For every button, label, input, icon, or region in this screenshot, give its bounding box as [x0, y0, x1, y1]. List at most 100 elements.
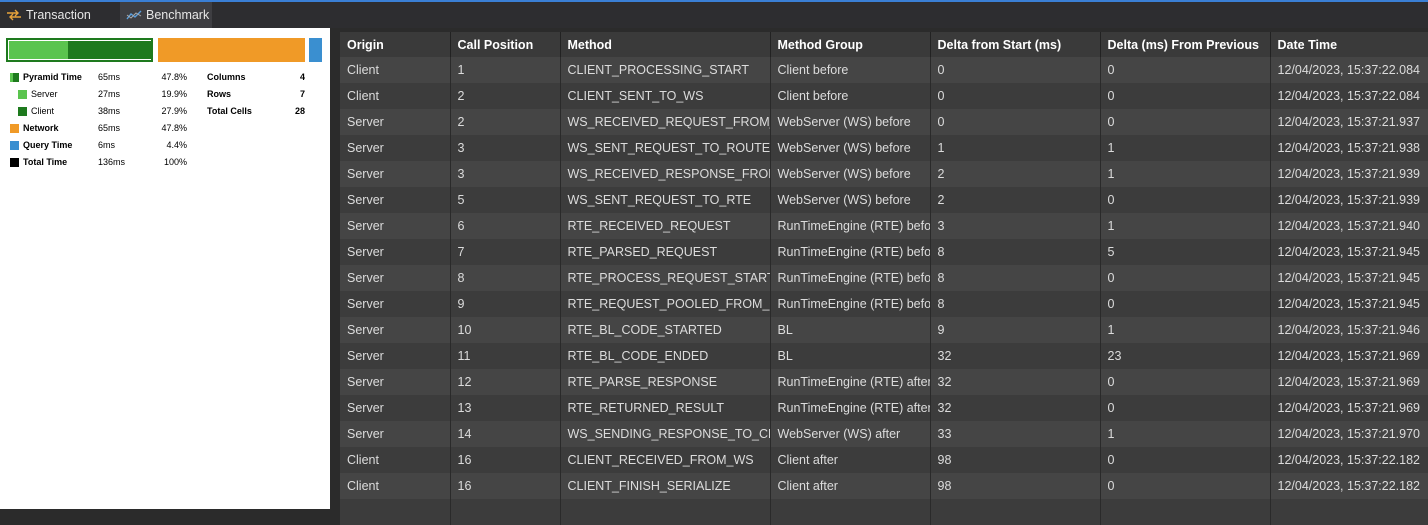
table-cell: 1: [1100, 317, 1271, 343]
table-cell: 12/04/2023, 15:37:22.084: [1270, 83, 1428, 109]
table-cell: WS_SENT_REQUEST_TO_ROUTER: [560, 135, 771, 161]
stat-time: 65ms: [98, 72, 121, 82]
table-cell-empty: [560, 499, 771, 525]
count-label: Total Cells: [207, 106, 252, 116]
table-cell: 98: [930, 447, 1101, 473]
table-cell: RunTimeEngine (RTE) after: [770, 395, 931, 421]
data-table: Origin Call Position Method Method Group Del…: [340, 32, 1428, 525]
table-cell: 2: [930, 161, 1101, 187]
table-cell: CLIENT_RECEIVED_FROM_WS: [560, 447, 771, 473]
table-cell: WebServer (WS) before: [770, 109, 931, 135]
column-header[interactable]: Method: [560, 32, 771, 57]
table-cell: 8: [930, 265, 1101, 291]
table-cell: Client before: [770, 57, 931, 83]
table-cell: Client after: [770, 473, 931, 499]
tab[interactable]: Transaction Data: [0, 2, 120, 48]
table-cell: 32: [930, 395, 1101, 421]
stat-label: Client: [31, 106, 55, 116]
stat-label: Total Time: [23, 157, 68, 167]
pyramid-bar: [6, 38, 153, 62]
table-cell: 0: [1100, 187, 1271, 213]
legend-swatch: [10, 141, 19, 150]
table-cell: 0: [1100, 395, 1271, 421]
table-cell: RTE_BL_CODE_STARTED: [560, 317, 771, 343]
table-cell: Server: [340, 343, 451, 369]
legend-swatch: [18, 107, 27, 116]
table-row: Server 5 WS_SENT_REQUEST_TO_RTE WebServer (…: [340, 187, 1428, 213]
network-bar: [158, 38, 305, 62]
table-cell: RTE_BL_CODE_ENDED: [560, 343, 771, 369]
table-cell: Client: [340, 83, 451, 109]
table-cell: 0: [930, 109, 1101, 135]
table-cell: 0: [1100, 291, 1271, 317]
stat-label: Query Time: [23, 140, 73, 150]
table-cell: 12/04/2023, 15:37:21.945: [1270, 265, 1428, 291]
table-cell: 12/04/2023, 15:37:21.940: [1270, 213, 1428, 239]
count-value: 28: [294, 106, 305, 116]
table-cell: 5: [450, 187, 561, 213]
table-row: Client 1 CLIENT_PROCESSING_START Client bef…: [340, 57, 1428, 83]
table-cell: 8: [930, 291, 1101, 317]
table-row: Server 7 RTE_PARSED_REQUEST RunTimeEngine (…: [340, 239, 1428, 265]
table-cell: CLIENT_SENT_TO_WS: [560, 83, 771, 109]
table-cell-empty: [930, 499, 1101, 525]
tab-label: Benchmark: [146, 8, 210, 22]
table-cell: Server: [340, 395, 451, 421]
legend-swatch: [10, 158, 19, 167]
tab-bar: Transaction Data Benchmark: [0, 0, 1428, 48]
table-row: Server 3 WS_SENT_REQUEST_TO_ROUTER WebServe…: [340, 135, 1428, 161]
table-cell: Client: [340, 57, 451, 83]
table-cell: 12/04/2023, 15:37:21.939: [1270, 187, 1428, 213]
table-cell: 16: [450, 447, 561, 473]
count-value: 7: [299, 89, 305, 99]
stat-time: 38ms: [98, 106, 121, 116]
table-cell: 0: [1100, 57, 1271, 83]
column-header[interactable]: Delta from Start (ms): [930, 32, 1101, 57]
stat-label: Server: [31, 89, 58, 99]
table-cell: 3: [930, 213, 1101, 239]
table-row: Server2WS_RECEIVED_REQUEST_FROM_CLIENWeb…: [340, 109, 1428, 135]
table-cell: Server: [340, 421, 451, 447]
table-cell: 8: [450, 265, 561, 291]
table-cell: 3: [450, 161, 561, 187]
table-row: Server 13 RTE_RETURNED_RESULT RunTimeEngine…: [340, 395, 1428, 421]
table-cell: 12/04/2023, 15:37:21.946: [1270, 317, 1428, 343]
count-label: Rows: [207, 89, 232, 99]
table-cell-empty: [1270, 499, 1428, 525]
table-cell: Server: [340, 109, 451, 135]
table-row-partial: [340, 499, 1428, 525]
column-header[interactable]: Call Position: [450, 32, 561, 57]
table-cell: 12/04/2023, 15:37:22.084: [1270, 57, 1428, 83]
table-cell: 32: [930, 343, 1101, 369]
client-bar: [68, 41, 152, 59]
table-cell: 12/04/2023, 15:37:21.937: [1270, 109, 1428, 135]
column-header[interactable]: Delta (ms) From Previous: [1100, 32, 1271, 57]
stat-time: 65ms: [98, 123, 121, 133]
column-header[interactable]: Date Time: [1270, 32, 1428, 57]
table-cell: WS_RECEIVED_RESPONSE_FROM_ROU: [560, 161, 771, 187]
query-bar: [309, 38, 323, 62]
tab-active[interactable]: Benchmark: [120, 2, 212, 28]
table-cell: 0: [930, 83, 1101, 109]
stat-time: 27ms: [98, 89, 121, 99]
table-cell: 6: [450, 213, 561, 239]
table-cell: 12/04/2023, 15:37:21.969: [1270, 343, 1428, 369]
table-cell: WebServer (WS) before: [770, 187, 931, 213]
column-header[interactable]: Origin: [340, 32, 451, 57]
column-header[interactable]: Method Group: [770, 32, 931, 57]
table-cell: 0: [1100, 447, 1271, 473]
table-cell: 0: [1100, 109, 1271, 135]
stat-percent: 47.8%: [161, 123, 187, 133]
stat-time: 6ms: [98, 140, 116, 150]
table-cell-empty: [1100, 499, 1271, 525]
table-cell: 12/04/2023, 15:37:21.945: [1270, 239, 1428, 265]
table-cell: WebServer (WS) before: [770, 135, 931, 161]
table-cell: RunTimeEngine (RTE) before: [770, 291, 931, 317]
table-cell-empty: [770, 499, 931, 525]
stat-label: Pyramid Time: [23, 72, 82, 82]
table-cell: 0: [1100, 473, 1271, 499]
table-cell: BL: [770, 343, 931, 369]
table-cell: 3: [450, 135, 561, 161]
table-row: Client 2 CLIENT_SENT_TO_WS Client before 0 0 1…: [340, 83, 1428, 109]
table-cell: 11: [450, 343, 561, 369]
